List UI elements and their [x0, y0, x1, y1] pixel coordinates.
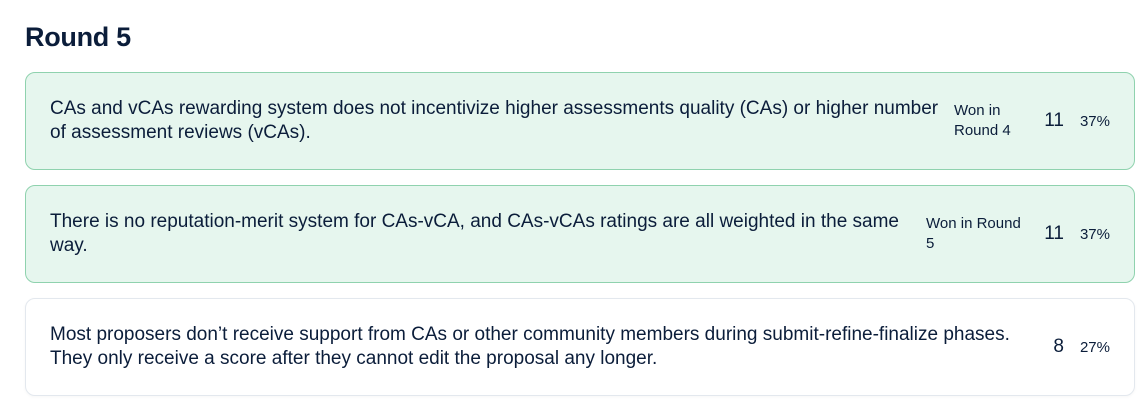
option-card-2[interactable]: There is no reputation-merit system for …	[25, 185, 1135, 283]
won-label: Won in Round 5	[926, 215, 1021, 252]
won-label: Won in Round 4	[954, 102, 1011, 139]
round-title: Round 5	[25, 22, 131, 52]
vote-count: 11	[1044, 223, 1064, 244]
options-list: CAs and vCAs rewarding system does not i…	[25, 72, 1135, 409]
option-text: There is no reputation-merit system for …	[50, 211, 899, 256]
vote-percent: 27%	[1079, 338, 1110, 356]
vote-percent: 37%	[1079, 225, 1110, 243]
vote-percent: 37%	[1079, 112, 1110, 130]
vote-count: 8	[1053, 336, 1064, 357]
option-card-3[interactable]: Most proposers don’t receive support fro…	[25, 298, 1135, 396]
option-card-1[interactable]: CAs and vCAs rewarding system does not i…	[25, 72, 1135, 170]
option-text: CAs and vCAs rewarding system does not i…	[50, 98, 939, 143]
vote-count: 11	[1044, 110, 1064, 131]
option-text: Most proposers don’t receive support fro…	[50, 324, 1010, 369]
